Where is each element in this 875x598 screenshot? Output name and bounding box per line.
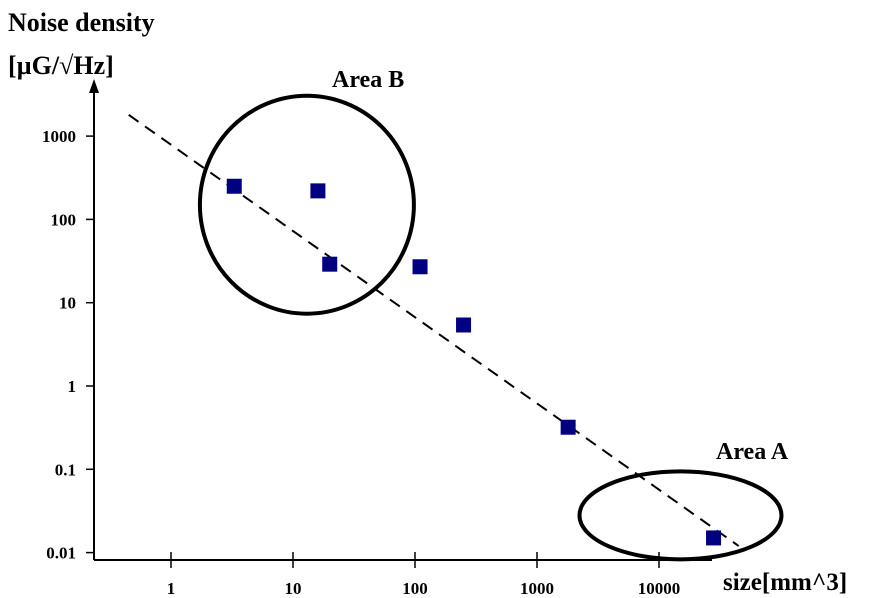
y-tick-label: 0.1 — [55, 460, 76, 479]
x-tick-label: 10 — [285, 579, 302, 598]
trend-line — [128, 114, 740, 547]
data-points — [226, 178, 722, 546]
x-axis-title: size[mm^3] — [723, 569, 847, 596]
y-axis-title-line2: [µG/√Hz] — [8, 51, 114, 80]
y-tick-label: 0.01 — [46, 544, 76, 563]
data-point — [226, 178, 242, 194]
data-point — [310, 183, 326, 199]
y-tick-label: 100 — [51, 210, 77, 229]
area-b-ellipse — [197, 93, 416, 316]
area-a-label: Area A — [716, 439, 789, 465]
x-tick-label: 1000 — [520, 579, 554, 598]
data-point — [706, 530, 722, 546]
y-tick-label: 1 — [68, 377, 77, 396]
trend-line-group — [128, 114, 740, 547]
data-point — [560, 419, 576, 435]
area-b-label: Area B — [332, 67, 404, 93]
x-ticks: 1 10 100 1000 10000 — [167, 552, 681, 598]
data-point — [456, 317, 472, 333]
x-tick-label: 10000 — [638, 579, 681, 598]
y-tick-label: 1000 — [42, 127, 76, 146]
y-axis-title-line1: Noise density — [8, 8, 155, 37]
y-tick-label: 10 — [59, 294, 76, 313]
data-point — [412, 259, 428, 275]
x-tick-label: 1 — [167, 579, 176, 598]
data-point — [322, 256, 338, 272]
area-a-ellipse — [577, 469, 784, 562]
y-axis-arrow — [89, 79, 99, 93]
y-ticks: 0.01 0.1 1 10 100 1000 — [42, 127, 94, 563]
area-annotations: Area B Area A — [197, 67, 789, 562]
x-tick-label: 100 — [402, 579, 428, 598]
